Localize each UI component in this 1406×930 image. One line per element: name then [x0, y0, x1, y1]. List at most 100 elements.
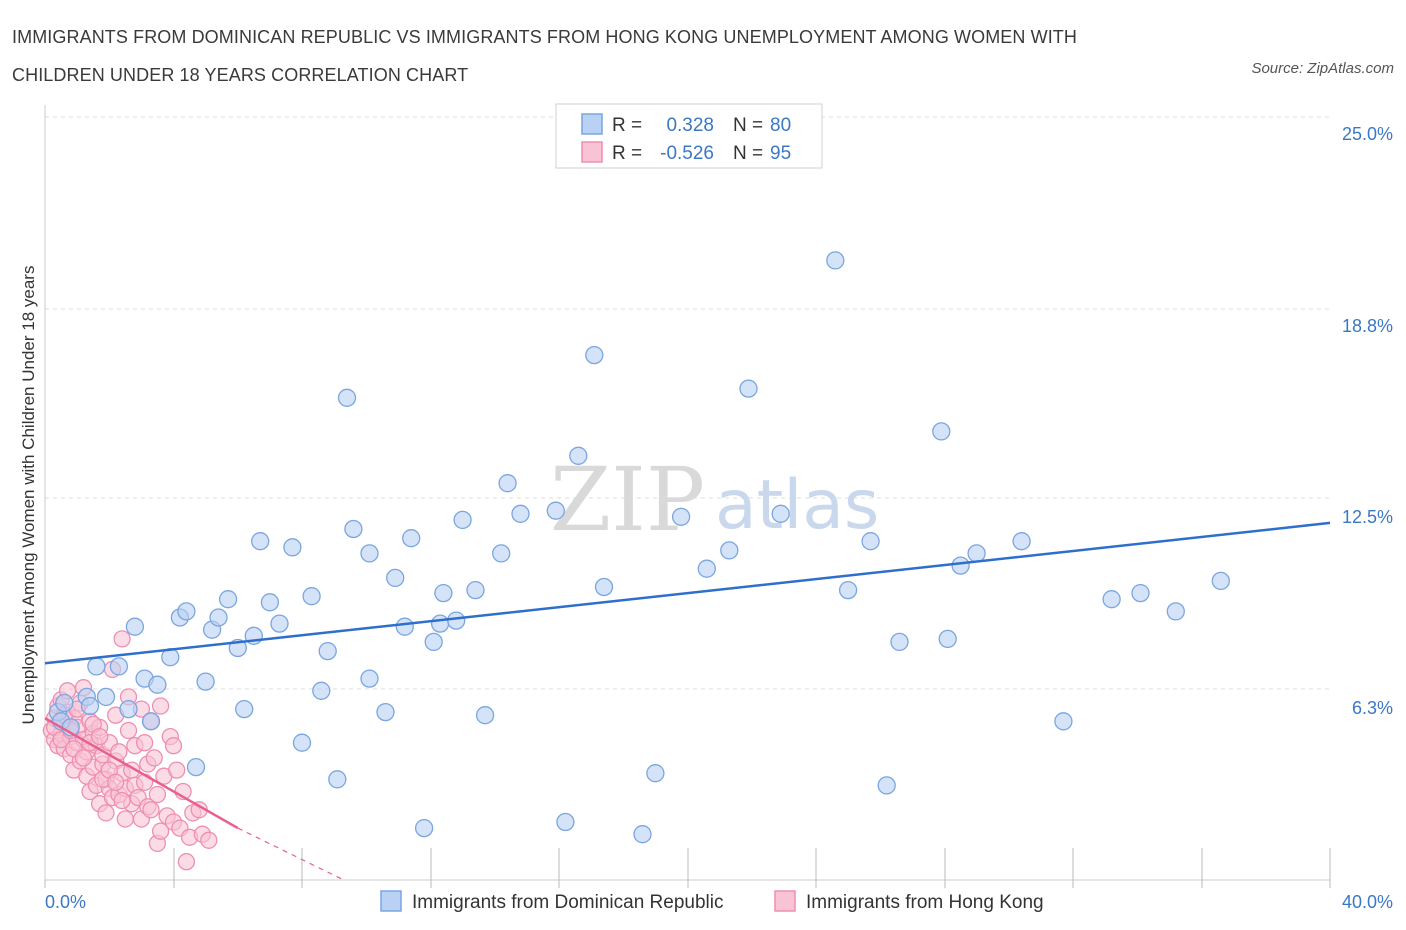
dominican-republic-point	[697, 559, 716, 578]
dominican-republic-point	[141, 712, 161, 731]
dominican-republic-point	[877, 776, 896, 795]
dominican-republic-point	[430, 614, 450, 633]
dominican-republic-point	[55, 693, 74, 713]
hong-kong-point	[148, 785, 167, 804]
watermark-atlas: atlas	[715, 466, 879, 545]
dominican-republic-point	[720, 541, 739, 560]
dominican-republic-point	[434, 583, 453, 603]
dominican-republic-point	[80, 696, 100, 716]
y-tick-label-6.3: 6.3%	[1352, 698, 1393, 718]
dominican-republic-points	[48, 251, 1230, 844]
dominican-republic-point	[328, 770, 347, 789]
dominican-republic-point	[646, 764, 665, 783]
dominican-republic-point	[1102, 590, 1121, 609]
hong-kong-point	[164, 737, 183, 755]
legend-r-value-1: 0.328	[666, 115, 714, 136]
dominican-republic-point	[344, 519, 363, 539]
dominican-republic-point	[861, 532, 880, 551]
dominican-republic-point	[360, 544, 379, 563]
y-tick-label-18.8: 18.8%	[1342, 316, 1393, 336]
hong-kong-point	[113, 630, 131, 648]
x-axis-ticks	[44, 848, 1331, 888]
hong-kong-point	[119, 721, 138, 740]
dominican-republic-trend-line	[44, 521, 1331, 665]
y-tick-label-12.5: 12.5%	[1342, 507, 1393, 527]
dominican-republic-point	[96, 687, 116, 707]
legend-r-label-2: R =	[612, 143, 642, 164]
dominican-republic-point	[270, 614, 289, 633]
bottom-legend-label-blue: Immigrants from Dominican Republic	[412, 892, 724, 913]
dominican-republic-point	[360, 669, 379, 688]
dominican-republic-point	[932, 422, 951, 441]
hong-kong-point	[74, 749, 93, 767]
series-legend: Immigrants from Dominican Republic Immig…	[380, 890, 1044, 913]
dominican-republic-point	[1166, 602, 1185, 621]
hong-kong-point	[90, 727, 109, 746]
dominican-republic-point	[312, 681, 331, 700]
trend-lines	[44, 521, 1331, 881]
dominican-republic-point	[87, 657, 106, 676]
legend-swatch-pink	[581, 141, 603, 163]
dominican-republic-point	[511, 504, 530, 523]
legend-r-value-2: -0.526	[660, 143, 714, 164]
dominican-republic-point	[302, 587, 321, 606]
hong-kong-point	[145, 749, 163, 767]
dominican-republic-point	[292, 733, 312, 752]
dominican-republic-point	[318, 641, 337, 661]
x-tick-label-max: 40.0%	[1342, 892, 1393, 912]
dominican-republic-point	[569, 446, 588, 465]
hong-kong-point	[142, 801, 160, 819]
x-tick-label-min: 0.0%	[45, 892, 86, 912]
dominican-republic-point	[251, 532, 270, 551]
dominican-republic-point	[376, 702, 395, 722]
dominican-republic-point	[890, 632, 909, 652]
dominican-republic-point	[453, 510, 472, 530]
bottom-legend-swatch-blue	[380, 890, 402, 912]
hong-kong-trend-line	[44, 717, 239, 830]
dominican-republic-point	[633, 825, 652, 844]
y-tick-label-25: 25.0%	[1342, 124, 1393, 144]
dominican-republic-point	[283, 538, 302, 557]
dominican-republic-point	[556, 812, 575, 832]
dominican-republic-point	[196, 672, 215, 691]
legend-n-value-1: 80	[770, 115, 791, 136]
hong-kong-point	[116, 810, 134, 828]
legend-n-label-2: N =	[733, 143, 763, 164]
hong-kong-point	[177, 853, 196, 871]
dominican-republic-point	[671, 507, 691, 526]
watermark-zip: ZIP	[550, 448, 705, 551]
hong-kong-point	[97, 804, 115, 822]
dominican-republic-point	[771, 504, 790, 523]
hong-kong-points	[42, 630, 218, 871]
dominican-republic-point	[739, 379, 758, 398]
bottom-legend-swatch-pink	[774, 890, 796, 912]
hong-kong-point	[113, 791, 131, 810]
dominican-republic-point	[594, 577, 614, 597]
bottom-legend-label-pink: Immigrants from Hong Kong	[806, 892, 1044, 913]
dominican-republic-point	[218, 590, 238, 609]
dominican-republic-point	[475, 706, 495, 725]
legend-swatch-blue	[581, 113, 603, 135]
correlation-legend: R = 0.328 N = 80 R = -0.526 N = 95	[555, 103, 823, 169]
dominican-republic-point	[447, 611, 466, 630]
hong-kong-point	[151, 822, 170, 840]
dominican-republic-point	[967, 544, 986, 563]
hong-kong-point	[200, 831, 218, 849]
dominican-republic-point	[386, 568, 405, 588]
dominican-republic-point	[148, 675, 167, 694]
dominican-republic-point	[838, 580, 858, 600]
dominican-republic-point	[1211, 571, 1230, 591]
dominican-republic-point	[395, 617, 414, 636]
chart-title: IMMIGRANTS FROM DOMINICAN REPUBLIC VS IM…	[12, 27, 1077, 85]
dominican-republic-point	[109, 657, 129, 676]
dominican-republic-point	[119, 699, 138, 719]
dominican-republic-point	[209, 608, 228, 627]
horizontal-gridlines	[45, 116, 1330, 690]
y-axis-label: Unemployment Among Women with Children U…	[19, 266, 38, 725]
hong-kong-point	[151, 697, 170, 715]
dominican-republic-point	[260, 593, 280, 612]
hong-kong-point	[135, 734, 154, 752]
dominican-republic-point	[826, 251, 845, 270]
dominican-republic-point	[186, 757, 206, 777]
